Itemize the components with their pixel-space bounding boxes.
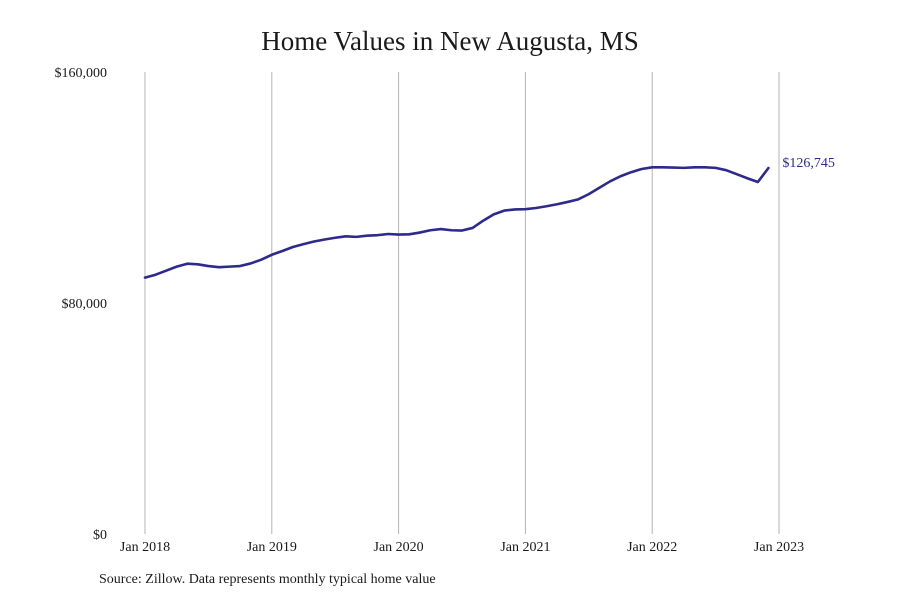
- source-note: Source: Zillow. Data represents monthly …: [99, 572, 436, 587]
- data-point: [302, 243, 304, 245]
- x-axis-ticks: Jan 2018 Jan 2019 Jan 2020 Jan 2021 Jan 2022…: [120, 540, 804, 555]
- y-tick-label: $160,000: [55, 66, 108, 81]
- data-point: [366, 235, 368, 237]
- data-point: [651, 166, 653, 168]
- data-point: [662, 166, 664, 168]
- data-point: [376, 234, 378, 236]
- data-point: [577, 198, 579, 200]
- x-tick-label: Jan 2023: [754, 540, 804, 555]
- data-point: [345, 235, 347, 237]
- end-value-label: $126,745: [782, 156, 835, 171]
- y-tick-label: $80,000: [62, 297, 108, 312]
- data-point: [736, 173, 738, 175]
- y-tick-label: $0: [93, 528, 107, 543]
- data-point: [535, 207, 537, 209]
- data-point: [165, 269, 167, 271]
- x-tick-label: Jan 2019: [247, 540, 297, 555]
- data-point: [355, 236, 357, 238]
- data-point: [746, 177, 748, 179]
- x-tick-label: Jan 2022: [627, 540, 677, 555]
- series-line-home-value: [143, 165, 770, 279]
- data-point: [630, 171, 632, 173]
- data-point: [239, 265, 241, 267]
- data-point: [281, 250, 283, 252]
- data-point: [514, 208, 516, 210]
- data-point: [672, 166, 674, 168]
- data-point: [598, 187, 600, 189]
- chart-title: Home Values in New Augusta, MS: [261, 26, 639, 56]
- data-point: [197, 263, 199, 265]
- x-tick-label: Jan 2020: [374, 540, 424, 555]
- data-point: [704, 166, 706, 168]
- data-point: [450, 229, 452, 231]
- data-point: [503, 209, 505, 211]
- x-tick-label: Jan 2021: [500, 540, 550, 555]
- data-point: [588, 193, 590, 195]
- data-point: [482, 220, 484, 222]
- data-point: [419, 231, 421, 233]
- data-point: [154, 274, 156, 276]
- data-point: [176, 265, 178, 267]
- data-point: [292, 246, 294, 248]
- data-point: [640, 168, 642, 170]
- data-point: [566, 201, 568, 203]
- y-axis-ticks: $0 $80,000 $160,000: [55, 66, 108, 543]
- data-point: [461, 229, 463, 231]
- data-point: [334, 237, 336, 239]
- data-point: [313, 240, 315, 242]
- data-point: [228, 265, 230, 267]
- series-layer: [143, 165, 770, 279]
- data-point: [207, 265, 209, 267]
- data-point: [757, 181, 759, 183]
- data-point: [556, 203, 558, 205]
- data-point: [471, 227, 473, 229]
- grid-layer: [144, 72, 780, 534]
- end-label-layer: $126,745: [782, 156, 835, 171]
- data-point: [429, 229, 431, 231]
- data-point: [186, 263, 188, 265]
- data-point: [260, 258, 262, 260]
- data-point: [683, 167, 685, 169]
- data-point: [440, 228, 442, 230]
- data-point: [387, 233, 389, 235]
- data-point: [493, 213, 495, 215]
- data-point: [714, 167, 716, 169]
- data-point: [397, 233, 399, 235]
- data-point: [545, 205, 547, 207]
- data-point: [271, 254, 273, 256]
- data-point: [609, 180, 611, 182]
- data-point: [619, 175, 621, 177]
- data-point: [323, 238, 325, 240]
- data-point: [249, 262, 251, 264]
- data-point: [524, 208, 526, 210]
- data-point: [767, 167, 769, 169]
- data-point: [693, 166, 695, 168]
- data-point: [218, 266, 220, 268]
- x-tick-label: Jan 2018: [120, 540, 170, 555]
- data-point: [144, 276, 146, 278]
- data-point: [408, 233, 410, 235]
- data-point: [725, 169, 727, 171]
